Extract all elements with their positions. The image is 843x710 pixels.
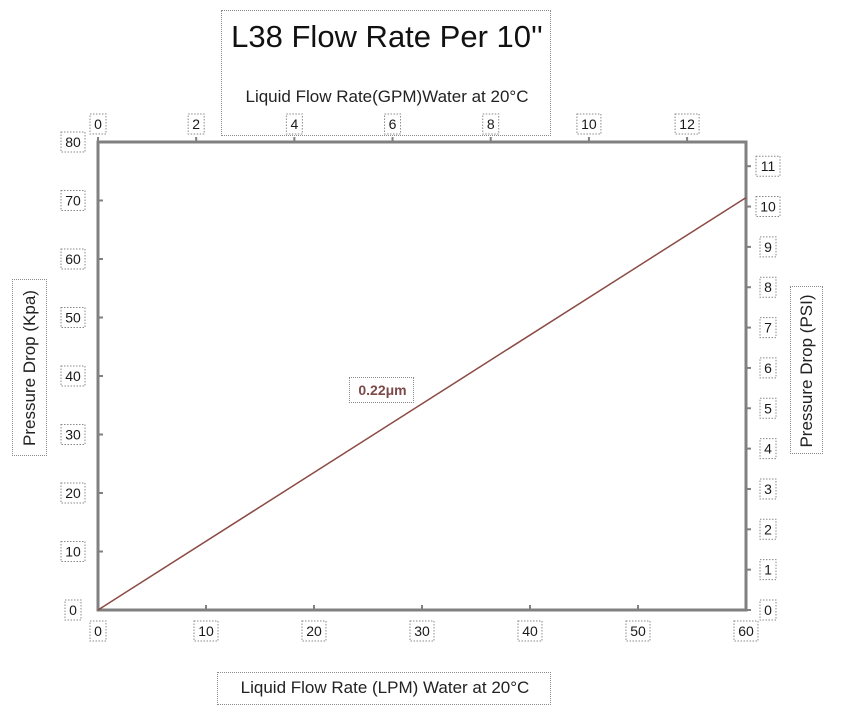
x2-tick-label: 6: [389, 116, 397, 132]
x-tick-label-box: [301, 620, 327, 642]
right-axis-label: Pressure Drop (PSI): [797, 294, 816, 448]
y2-tick-label: 2: [764, 521, 772, 537]
right-axis-label-box: Pressure Drop (PSI): [790, 286, 823, 454]
y2-tick-label-box: [759, 438, 777, 460]
x2-tick-label: 10: [581, 116, 597, 132]
y-tick-label: 0: [69, 602, 77, 618]
y2-tick-label: 7: [764, 320, 772, 336]
y2-tick-label-box: [759, 478, 777, 500]
series-label: 0.22μm: [358, 382, 407, 398]
y-tick-label: 60: [65, 251, 81, 267]
x2-tick-label-box: [187, 113, 205, 135]
y2-tick-label: 11: [761, 158, 776, 174]
x2-tick-label: 2: [192, 116, 200, 132]
x2-tick-label-box: [674, 113, 700, 135]
x2-tick-label: 8: [487, 116, 495, 132]
x2-tick-label: 4: [290, 116, 298, 132]
x-tick-label: 20: [306, 623, 322, 639]
x-axis-label: Liquid Flow Rate (LPM) Water at 20°C: [240, 678, 530, 697]
x2-tick-label-box: [482, 113, 500, 135]
y-tick-label: 20: [65, 485, 81, 501]
x2-tick-label-box: [285, 113, 303, 135]
x-tick-label-box: [193, 620, 219, 642]
x2-tick-label-box: [89, 113, 107, 135]
y2-tick-label-box: [759, 276, 777, 298]
x-tick-label: 50: [630, 623, 646, 639]
y2-tick-label-box: [759, 559, 777, 581]
y2-tick-label-box: [755, 196, 781, 218]
x2-tick-label-box: [576, 113, 602, 135]
x-tick-label-box: [517, 620, 543, 642]
x2-tick-label: 12: [679, 116, 695, 132]
y2-tick-label: 10: [760, 199, 776, 215]
y2-tick-label-box: [759, 599, 777, 621]
y2-tick-label-box: [759, 317, 777, 339]
x-tick-label: 10: [198, 623, 214, 639]
y2-tick-label: 0: [764, 602, 772, 618]
y-tick-label-box: [60, 541, 86, 562]
chart-title-box: L38 Flow Rate Per 10'' Liquid Flow Rate(…: [221, 10, 551, 136]
y-tick-label-box: [60, 307, 86, 328]
y-tick-label-box: [60, 190, 86, 211]
x-tick-label-box: [733, 620, 759, 642]
y2-tick-label: 9: [764, 239, 772, 255]
y2-tick-label: 3: [764, 481, 772, 497]
y-tick-label: 30: [65, 427, 81, 443]
x-tick-label-box: [89, 620, 107, 642]
x-axis-label-box: Liquid Flow Rate (LPM) Water at 20°C: [217, 672, 551, 705]
y-axis-label-box: Pressure Drop (Kpa): [12, 279, 47, 456]
y-tick-label-box: [60, 365, 86, 387]
y-tick-label: 80: [65, 134, 81, 150]
x-tick-label: 0: [94, 623, 102, 639]
y2-tick-label: 1: [764, 562, 772, 578]
y-tick-label-box: [60, 131, 86, 153]
y-tick-label-box: [60, 482, 86, 504]
y2-tick-label: 5: [764, 400, 772, 416]
series-label-box: 0.22μm: [349, 377, 414, 403]
y2-tick-label-box: [759, 357, 777, 379]
y2-tick-label-box: [759, 397, 777, 419]
y2-tick-label-box: [755, 155, 781, 177]
y-tick-label: 70: [65, 193, 81, 209]
top-axis-label: Liquid Flow Rate(GPM)Water at 20°C: [245, 87, 529, 106]
chart-title: L38 Flow Rate Per 10'': [231, 19, 543, 54]
series-line: [97, 196, 747, 611]
y-tick-label: 10: [65, 544, 81, 560]
x-tick-label-box: [625, 620, 651, 642]
x-tick-label: 40: [522, 623, 538, 639]
x-tick-label: 60: [738, 623, 754, 639]
plot-frame: [96, 140, 748, 612]
y2-tick-label-box: [759, 236, 777, 258]
x-tick-label-box: [409, 620, 435, 642]
y-axis-label: Pressure Drop (Kpa): [20, 290, 39, 446]
x2-tick-label: 0: [94, 116, 102, 132]
x2-tick-label-box: [384, 113, 402, 135]
y-tick-label-box: [60, 248, 86, 270]
y2-tick-label: 4: [764, 441, 772, 457]
y2-tick-label-box: [759, 518, 777, 540]
y2-tick-label: 6: [764, 360, 772, 376]
y-tick-label: 40: [65, 368, 81, 384]
x-tick-label: 30: [414, 623, 430, 639]
y2-tick-label: 8: [764, 279, 772, 295]
y-tick-label-box: [60, 424, 86, 445]
y-tick-label-box: [64, 599, 82, 621]
y-tick-label: 50: [65, 310, 81, 326]
